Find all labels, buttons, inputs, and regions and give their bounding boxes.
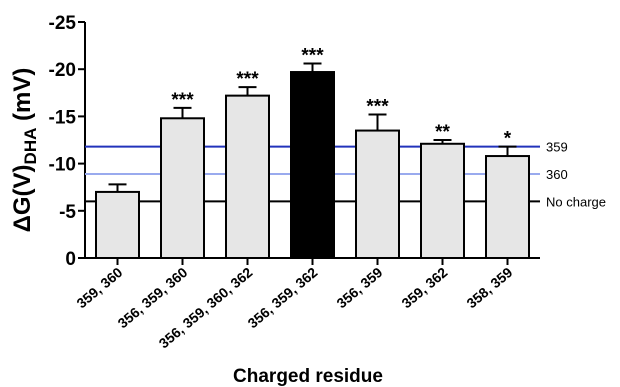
- y-tick-label: -15: [49, 107, 77, 128]
- y-axis: 0 -5 -10 -15 -20 -25: [49, 13, 86, 270]
- bar: [160, 117, 205, 260]
- bar: [420, 142, 465, 259]
- y-axis-label-main: ΔG(V): [9, 164, 36, 232]
- x-tick-label: 356, 359, 362: [245, 264, 321, 331]
- y-tick-label: -25: [49, 13, 77, 34]
- bar: [355, 129, 400, 259]
- significance-marker: ***: [366, 97, 389, 118]
- y-axis-label-subscript: DHA: [21, 128, 40, 165]
- bar: [485, 155, 530, 260]
- y-tick-label: 0: [65, 249, 76, 270]
- significance-marker: ***: [236, 69, 259, 90]
- reference-line-label: 359: [546, 140, 568, 155]
- x-tick-label: 359, 360: [73, 264, 125, 311]
- y-tick-label: -10: [49, 155, 76, 176]
- x-tick-label: 359, 362: [398, 264, 450, 311]
- bar: [95, 190, 140, 259]
- bar: [290, 71, 335, 259]
- x-axis-label: Charged residue: [233, 366, 383, 387]
- x-tick-label: 358, 359: [463, 264, 515, 311]
- x-tick-label: 356, 359: [333, 264, 385, 311]
- significance-marker: ***: [171, 90, 194, 111]
- reference-line-label: No charge: [546, 194, 606, 209]
- y-tick-label: -5: [59, 202, 76, 223]
- bar: [225, 94, 270, 259]
- significance-marker: ***: [301, 46, 324, 67]
- y-axis-label: ΔG(V)DHA (mV): [9, 68, 40, 233]
- reference-line-label: 360: [546, 167, 568, 182]
- y-tick-label: -20: [49, 60, 76, 81]
- significance-marker: *: [504, 129, 512, 150]
- bars: ************** *: [95, 46, 530, 260]
- y-axis-label-unit: (mV): [9, 68, 36, 128]
- significance-marker: **: [435, 122, 450, 143]
